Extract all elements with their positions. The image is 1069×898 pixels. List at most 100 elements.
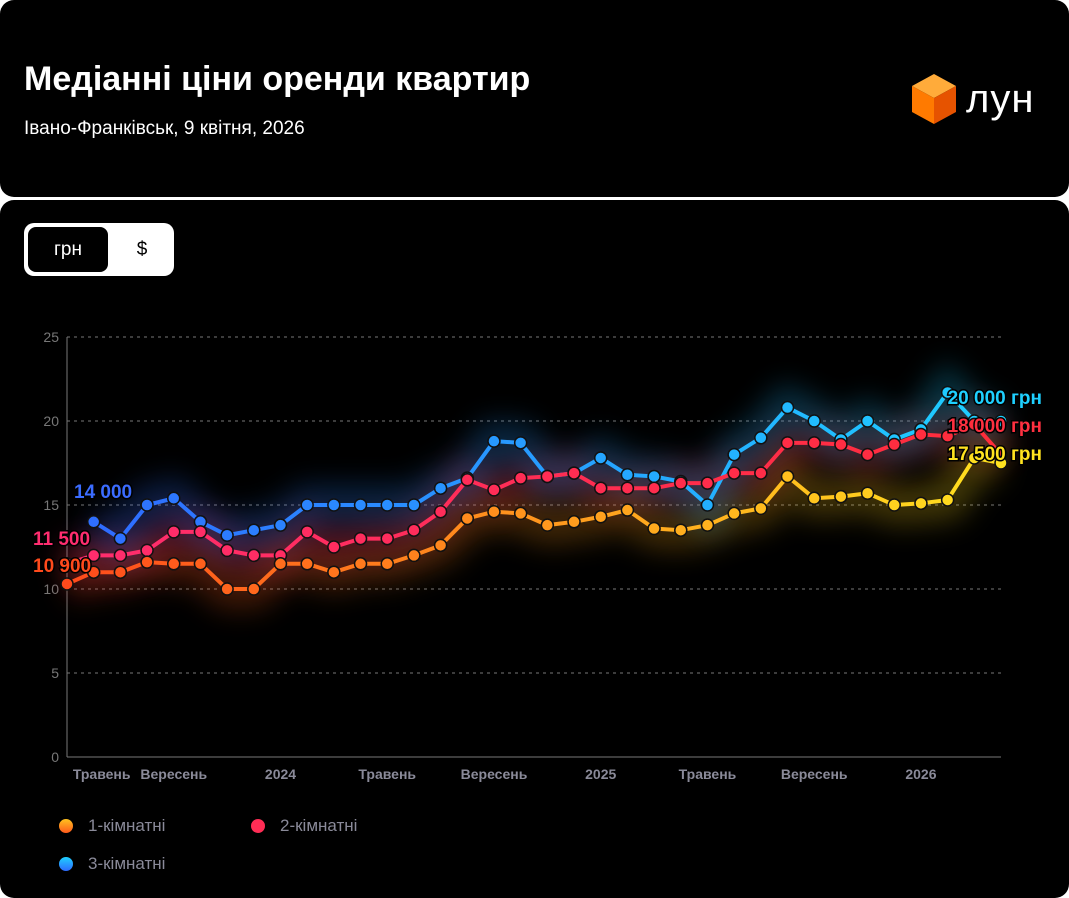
data-point [620, 481, 635, 495]
x-tick-label: Травень [358, 766, 416, 782]
x-tick-label: Вересень [461, 766, 528, 782]
legend-dot-icon [58, 818, 74, 834]
legend-dot-icon [58, 856, 74, 872]
data-point [940, 429, 955, 443]
x-tick-label: Травень [679, 766, 737, 782]
data-point [754, 501, 768, 516]
data-point [647, 521, 661, 536]
x-tick-label: 2025 [585, 766, 616, 782]
legend-dot-icon [250, 818, 266, 834]
x-tick-label: 2026 [905, 766, 936, 782]
data-point [433, 481, 448, 495]
data-point [647, 469, 661, 484]
y-tick-label: 10 [43, 581, 59, 597]
data-point [593, 481, 608, 495]
data-point [807, 491, 821, 506]
data-point [433, 504, 448, 519]
data-point [513, 436, 528, 450]
data-point [674, 523, 688, 537]
logo-text: лун [966, 76, 1035, 121]
legend-label: 1-кімнатні [88, 816, 166, 835]
data-point [300, 557, 314, 571]
data-point [700, 518, 715, 532]
data-point [60, 557, 74, 571]
data-point [994, 414, 1008, 428]
data-point [353, 557, 368, 571]
y-tick-label: 5 [51, 665, 59, 681]
header-card: Медіанні ціни оренди квартир Івано-Франк… [0, 0, 1069, 197]
data-point [700, 498, 715, 512]
x-tick-label: Вересень [781, 766, 848, 782]
data-point [193, 557, 208, 571]
data-point [967, 451, 982, 465]
legend-label: 3-кімнатні [88, 854, 166, 873]
data-point [60, 577, 74, 591]
data-point [834, 489, 848, 504]
data-point [273, 518, 288, 532]
data-point [86, 565, 101, 579]
end-label-1-room: 17 500 грн [948, 444, 1042, 465]
data-point [220, 582, 234, 596]
data-point [780, 400, 795, 415]
legend-item-3-room[interactable]: 3-кімнатні [58, 854, 165, 874]
data-point [247, 548, 261, 563]
y-tick-label: 20 [43, 413, 59, 429]
lun-logo: лун [910, 72, 1034, 126]
data-point [620, 503, 635, 517]
data-point [353, 498, 368, 512]
currency-usd-button[interactable]: $ [136, 239, 148, 260]
data-point [780, 436, 795, 450]
currency-toggle: грн $ [24, 223, 174, 276]
data-point [487, 483, 501, 497]
data-point [674, 476, 688, 490]
legend-item-1-room[interactable]: 1-кімнатні [58, 816, 165, 836]
data-point [540, 518, 555, 532]
data-point [727, 447, 741, 462]
data-point [940, 493, 955, 507]
currency-uah-button[interactable]: грн [28, 227, 108, 272]
data-point [460, 511, 475, 526]
data-point [327, 498, 341, 512]
data-point [647, 481, 661, 495]
data-point [567, 466, 581, 480]
data-point [567, 515, 581, 529]
data-point [727, 466, 741, 480]
start-label-1-room: 10 900 [33, 556, 91, 577]
data-point [407, 523, 421, 537]
data-point [540, 469, 555, 484]
data-point [166, 525, 181, 539]
data-point [220, 528, 234, 542]
data-point [273, 557, 288, 571]
data-point [327, 565, 341, 579]
data-point [727, 506, 741, 521]
data-point [113, 531, 128, 546]
data-point [887, 437, 902, 452]
data-point [460, 473, 475, 487]
chart-card: грн $ 0 5 10 15 20 25 Травень Вересень 2024 Траве… [0, 200, 1069, 898]
data-point [994, 456, 1008, 470]
data-point [193, 525, 208, 539]
end-label-2-room: 18 000 грн [948, 416, 1042, 437]
data-point [940, 385, 955, 400]
end-label-3-room: 20 000 грн [948, 388, 1042, 409]
data-point [380, 531, 394, 546]
data-point [407, 498, 421, 512]
data-point [327, 540, 341, 554]
data-point [860, 414, 875, 428]
data-point [914, 427, 928, 442]
data-point [620, 468, 635, 482]
x-tick-label: Травень [73, 766, 131, 782]
page-title: Медіанні ціни оренди квартир [24, 60, 531, 98]
y-tick-label: 25 [43, 329, 59, 345]
data-point [860, 486, 875, 500]
x-tick-label: Вересень [140, 766, 207, 782]
cube-logo-icon [912, 74, 956, 124]
data-point [834, 437, 848, 452]
data-point [220, 543, 234, 558]
data-point [593, 510, 608, 524]
data-point [593, 451, 608, 465]
data-point [380, 557, 394, 571]
legend-item-2-room[interactable]: 2-кімнатні [250, 816, 357, 836]
data-point [353, 531, 368, 546]
